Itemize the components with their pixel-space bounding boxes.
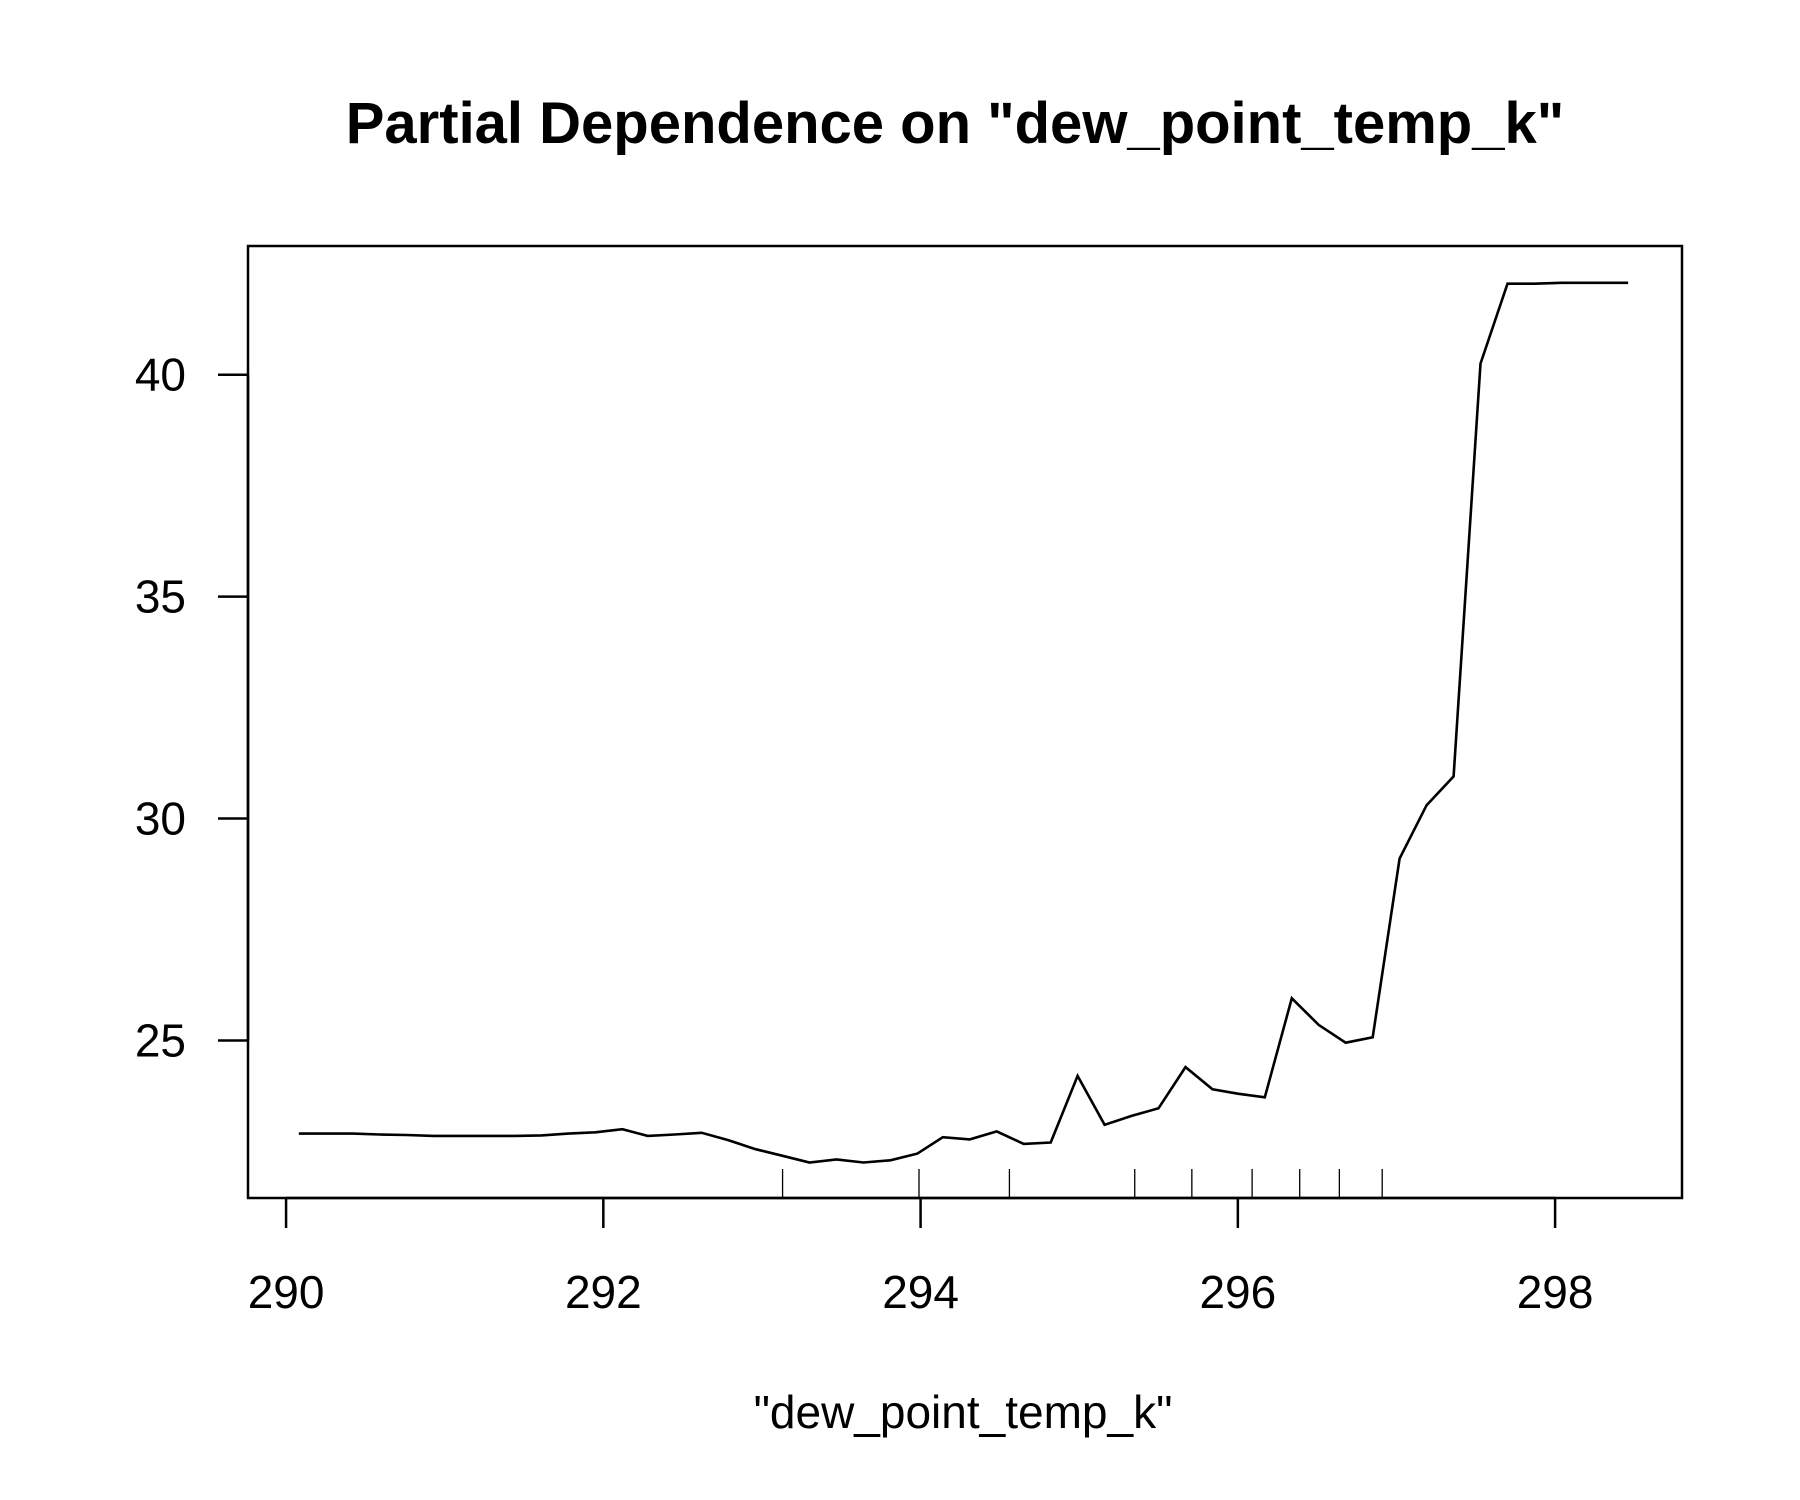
y-tick-label: 30 <box>135 793 186 845</box>
x-tick-label: 292 <box>565 1266 642 1318</box>
y-tick-label: 40 <box>135 349 186 401</box>
y-tick-label: 35 <box>135 571 186 623</box>
x-tick-label: 296 <box>1199 1266 1276 1318</box>
x-tick-label: 290 <box>248 1266 325 1318</box>
plot-frame <box>246 244 1684 1200</box>
y-tick-label: 25 <box>135 1014 186 1066</box>
x-tick-label: 298 <box>1517 1266 1594 1318</box>
x-axis: 290 292 294 296 298 <box>248 1196 1594 1318</box>
x-axis-label: "dew_point_temp_k" <box>754 1386 1173 1438</box>
x-tick-label: 294 <box>882 1266 959 1318</box>
series-line <box>298 281 1629 1164</box>
chart-title: Partial Dependence on "dew_point_temp_k" <box>346 91 1565 156</box>
y-axis: 25 30 35 40 <box>135 349 250 1066</box>
series-group <box>298 281 1629 1164</box>
rug-marks <box>781 1169 1383 1198</box>
